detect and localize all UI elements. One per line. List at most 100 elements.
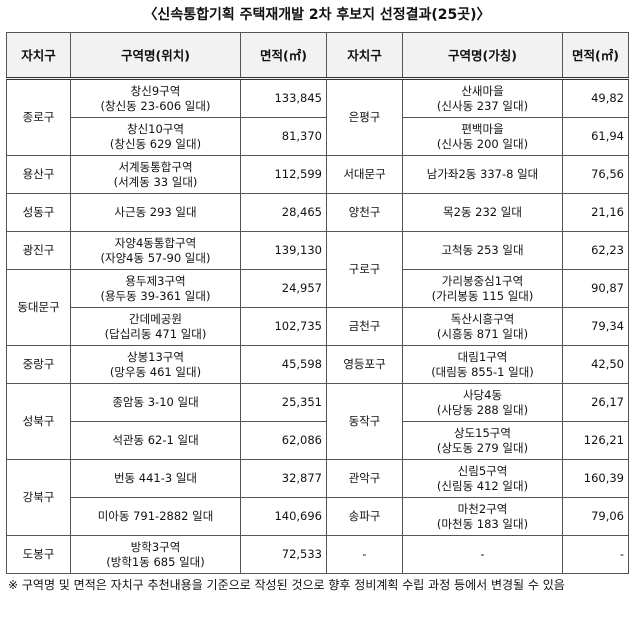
table-row: 간데메공원 (답십리동 471 일대) 102,735 금천구 독산시흥구역 (시흥동 8… xyxy=(7,307,629,346)
table-row: 중랑구 상봉13구역 (망우동 461 일대) 45,598 영등포구 대림1구역 (대림동… xyxy=(6,345,629,384)
table-row: 강북구 번동 441-3 일대 32,877 관악구 신림5구역 (신림동 412 일대)… xyxy=(6,459,629,536)
zone-location: (대림동 855-1 일대) xyxy=(431,364,534,379)
zone-cell: 창신9구역 (창신동 23-606 일대) xyxy=(70,78,241,118)
area-cell: 32,877 xyxy=(240,459,327,498)
zone-location: (창신동 629 일대) xyxy=(109,136,202,151)
area-cell: 25,351 xyxy=(240,383,327,422)
header-cell: 면적(㎡) xyxy=(562,32,629,80)
zone-cell: 서계동통합구역 (서계동 33 일대) xyxy=(70,155,241,194)
zone-cell: 간데메공원 (답십리동 471 일대) xyxy=(70,307,241,346)
zone-name: 상봉13구역 xyxy=(127,349,184,364)
area-cell: 62,23 xyxy=(562,231,629,270)
area-cell: - xyxy=(562,535,629,574)
district-cell: 성동구 xyxy=(6,193,71,232)
zone-name: 남가좌2동 337-8 일대 xyxy=(426,167,539,181)
zone-name: 번동 441-3 일대 xyxy=(113,471,198,485)
table-row: 창신10구역 (창신동 629 일대) 81,370 편백마을 (신사동 200 일대)… xyxy=(7,117,629,156)
zone-name: 방학3구역 xyxy=(130,539,181,554)
district-cell: 영등포구 xyxy=(326,345,403,384)
district-cell: 송파구 xyxy=(326,497,403,536)
area-cell: 79,34 xyxy=(562,307,629,346)
zone-cell: 사근동 293 일대 xyxy=(70,193,241,232)
district-cell: 강북구 xyxy=(6,459,71,536)
zone-location: (신사동 237 일대) xyxy=(436,98,529,113)
zone-name: 종암동 3-10 일대 xyxy=(112,395,199,409)
header-cell: 면적(㎡) xyxy=(240,32,327,80)
zone-cell: 종암동 3-10 일대 xyxy=(70,383,241,422)
zone-name: 창신9구역 xyxy=(130,83,181,98)
title: 〈신속통합기획 주택재개발 2차 후보지 선정결과(25곳)〉 xyxy=(143,7,491,23)
district-cell: 성북구 xyxy=(6,383,71,460)
district-cell: - xyxy=(326,535,403,574)
zone-cell: 번동 441-3 일대 xyxy=(70,459,241,498)
zone-cell: 신림5구역 (신림동 412 일대) xyxy=(402,459,563,498)
district-cell: 종로구 xyxy=(6,78,71,156)
table-body: 종로구 창신9구역 (창신동 23-606 일대) 133,845 은평구 산새마을 (신사… xyxy=(6,78,629,574)
area-cell: 133,845 xyxy=(240,78,327,118)
zone-name: 독산시흥구역 xyxy=(450,311,515,326)
zone-name: - xyxy=(480,547,485,561)
district-cell: 양천구 xyxy=(326,193,403,232)
zone-cell: 창신10구역 (창신동 629 일대) xyxy=(70,117,241,156)
zone-location: (시흥동 871 일대) xyxy=(436,326,529,341)
area-cell: 81,370 xyxy=(240,117,327,156)
zone-name: 창신10구역 xyxy=(127,121,184,136)
table-row: 광진구 자양4동통합구역 (자양4동 57-90 일대) 139,130 구로구 고척동 … xyxy=(6,231,629,308)
district-cell: 용산구 xyxy=(6,155,71,194)
zone-name: 편백마을 xyxy=(461,121,504,136)
header-cell: 구역명(위치) xyxy=(70,32,241,80)
zone-location: (가리봉동 115 일대) xyxy=(431,288,534,303)
zone-name: 가리봉중심1구역 xyxy=(441,273,524,288)
zone-name: 사근동 293 일대 xyxy=(114,205,197,219)
district-cell: 관악구 xyxy=(326,459,403,498)
area-cell: 160,39 xyxy=(562,459,629,498)
area-cell: 62,086 xyxy=(240,421,327,460)
zone-name: 신림5구역 xyxy=(457,463,508,478)
header-cell: 자치구 xyxy=(6,32,71,80)
zone-cell: 가리봉중심1구역 (가리봉동 115 일대) xyxy=(402,269,563,308)
footnote: ※ 구역명 및 면적은 자치구 추천내용을 기준으로 작성된 것으로 향후 정비… xyxy=(8,578,565,592)
zone-name: 고척동 253 일대 xyxy=(441,243,524,257)
zone-location: (신사동 200 일대) xyxy=(436,136,529,151)
district-cell: 중랑구 xyxy=(6,345,71,384)
zone-location: (방학1동 685 일대) xyxy=(106,554,205,569)
table-row: 용산구 서계동통합구역 (서계동 33 일대) 112,599 서대문구 남가좌2동 33… xyxy=(6,155,629,194)
zone-name: 용두제3구역 xyxy=(125,273,186,288)
table-row: 성북구 종암동 3-10 일대 25,351 동작구 사당4동 (사당동 288 일대) 2… xyxy=(6,383,629,460)
zone-cell: 사당4동 (사당동 288 일대) xyxy=(402,383,563,422)
district-cell: 동대문구 xyxy=(6,269,71,346)
table-row: 석관동 62-1 일대 62,086 상도15구역 (상도동 279 일대) 126,2… xyxy=(7,421,629,460)
zone-location: (용두동 39-361 일대) xyxy=(100,288,211,303)
area-cell: 79,06 xyxy=(562,497,629,536)
district-cell: 은평구 xyxy=(326,78,403,156)
zone-cell: 독산시흥구역 (시흥동 871 일대) xyxy=(402,307,563,346)
zone-cell: 자양4동통합구역 (자양4동 57-90 일대) xyxy=(70,231,241,270)
zone-cell: 대림1구역 (대림동 855-1 일대) xyxy=(402,345,563,384)
zone-name: 서계동통합구역 xyxy=(118,159,193,174)
zone-name: 사당4동 xyxy=(462,387,503,402)
zone-location: (서계동 33 일대) xyxy=(113,174,198,189)
zone-name: 간데메공원 xyxy=(129,311,182,326)
zone-location: (자양4동 57-90 일대) xyxy=(100,250,211,265)
zone-cell: 미아동 791-2882 일대 xyxy=(70,497,241,536)
district-cell: 도봉구 xyxy=(6,535,71,574)
area-cell: 76,56 xyxy=(562,155,629,194)
zone-cell: - xyxy=(402,535,563,574)
district-cell: 동작구 xyxy=(326,383,403,460)
result-table: 자치구 구역명(위치) 면적(㎡) 자치구 구역명(가칭) 면적(㎡) 종로구 창신9구역(… xyxy=(6,32,629,574)
zone-location: (마천동 183 일대) xyxy=(436,516,529,531)
zone-cell: 상봉13구역 (망우동 461 일대) xyxy=(70,345,241,384)
area-cell: 72,533 xyxy=(240,535,327,574)
zone-location: (사당동 288 일대) xyxy=(436,402,529,417)
area-cell: 112,599 xyxy=(240,155,327,194)
zone-cell: 편백마을 (신사동 200 일대) xyxy=(402,117,563,156)
zone-name: 미아동 791-2882 일대 xyxy=(97,509,214,523)
area-cell: 102,735 xyxy=(240,307,327,346)
area-cell: 21,16 xyxy=(562,193,629,232)
zone-cell: 고척동 253 일대 xyxy=(402,231,563,270)
area-cell: 61,94 xyxy=(562,117,629,156)
zone-name: 대림1구역 xyxy=(457,349,508,364)
zone-location: (창신동 23-606 일대) xyxy=(100,98,211,113)
table-row: 미아동 791-2882 일대 140,696 송파구 마천2구역 (마천동 183 일… xyxy=(7,497,629,536)
